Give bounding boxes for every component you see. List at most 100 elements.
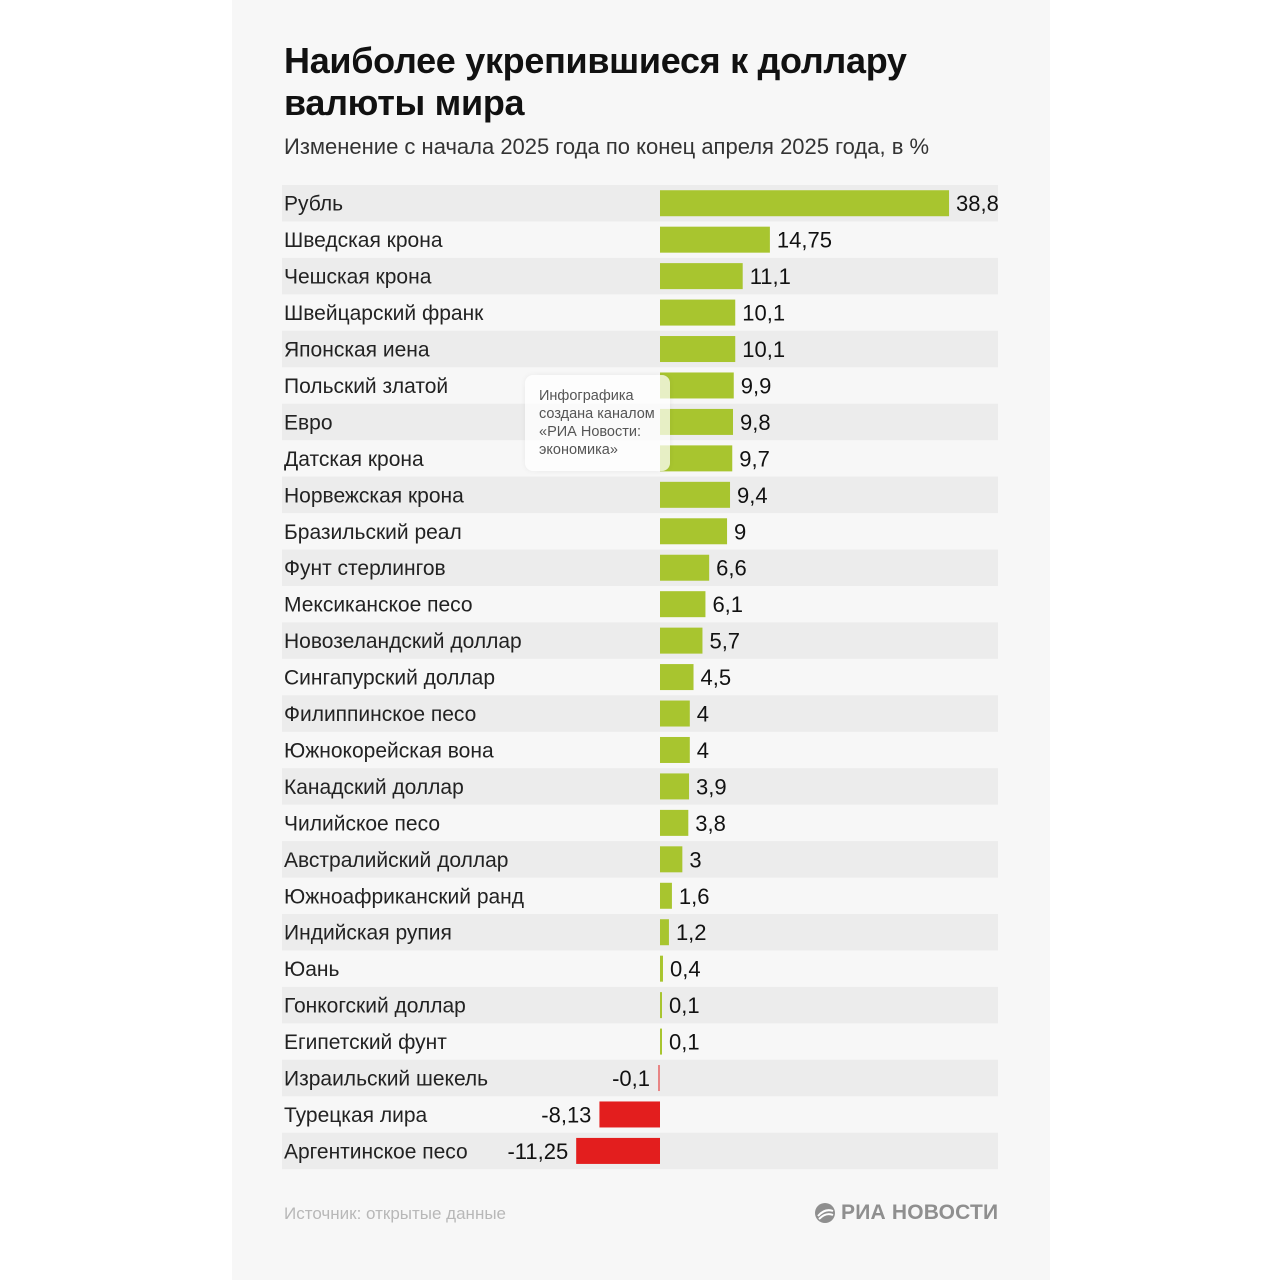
watermark-line: «РИА Новости:: [539, 424, 642, 440]
value-label: 0,1: [669, 993, 700, 1018]
category-label: Аргентинское песо: [284, 1140, 468, 1163]
category-label: Рубль: [284, 193, 343, 216]
value-label: 38,8: [956, 191, 999, 216]
value-label: 1,6: [679, 884, 710, 909]
bar: [660, 408, 734, 435]
row-stripe: [282, 257, 998, 295]
bar: [660, 846, 683, 873]
category-label: Индийская рупия: [284, 922, 452, 945]
category-label: Израильский шекель: [284, 1068, 488, 1091]
bar: [660, 336, 736, 363]
bar: [576, 1137, 660, 1164]
source-note: Источник: открытые данные: [284, 1204, 507, 1223]
bar: [660, 882, 672, 909]
logo-text: РИА НОВОСТИ: [841, 1201, 999, 1224]
ria-novosti-logo: РИА НОВОСТИ: [814, 1201, 998, 1225]
category-label: Гонкогский доллар: [284, 995, 466, 1018]
row-stripe: [282, 986, 998, 1024]
row-stripe: [282, 914, 998, 951]
category-label: Шведская крона: [284, 229, 443, 252]
watermark-line: экономика»: [539, 442, 618, 458]
ria-novosti-logo-icon: [815, 1203, 835, 1223]
value-label: -8,13: [541, 1102, 591, 1127]
category-label: Австралийский доллар: [284, 849, 508, 872]
category-label: Южноафриканский ранд: [284, 885, 524, 908]
bar: [660, 773, 690, 800]
row-stripe: [282, 768, 998, 805]
value-label: 10,1: [742, 301, 785, 326]
value-label: 3,8: [695, 811, 726, 836]
category-label: Польский златой: [284, 375, 448, 398]
bar: [660, 992, 662, 1019]
value-label: -0,1: [612, 1066, 650, 1091]
row-stripe: [282, 841, 998, 878]
value-label: 4,5: [701, 665, 732, 690]
bar: [660, 700, 690, 727]
category-label: Фунт стерлингов: [284, 557, 446, 580]
bar: [660, 299, 736, 326]
row-stripe: [282, 1059, 998, 1097]
value-label: 5,7: [709, 629, 740, 654]
value-label: 4: [697, 702, 709, 727]
value-label: 9,8: [740, 410, 771, 435]
bar: [660, 1028, 662, 1055]
watermark-badge: Инфографика создана каналом «РИА Новости…: [525, 375, 670, 471]
watermark-line: Инфографика: [539, 388, 634, 404]
bar: [660, 372, 734, 399]
category-label: Швейцарский франк: [284, 302, 484, 325]
watermark-line: создана каналом: [539, 406, 655, 422]
value-label: 3,9: [696, 774, 727, 799]
value-label: -11,25: [507, 1139, 568, 1164]
bar: [660, 518, 728, 545]
chart-title: Наиболее укрепившиеся к доллару валюты м…: [284, 40, 907, 123]
category-label: Чешская крона: [284, 266, 432, 289]
category-label: Канадский доллар: [284, 776, 464, 799]
bar: [660, 736, 690, 763]
value-label: 1,2: [676, 920, 707, 945]
category-label: Новозеландский доллар: [284, 630, 522, 653]
value-label: 14,75: [777, 228, 832, 253]
bar: [660, 809, 689, 836]
row-stripe: [282, 330, 998, 368]
bar: [660, 481, 731, 508]
value-label: 6,1: [712, 592, 743, 617]
value-label: 9,4: [737, 483, 768, 508]
value-label: 0,4: [670, 957, 701, 982]
value-label: 4: [697, 738, 709, 763]
value-label: 11,1: [750, 264, 791, 289]
value-label: 9,9: [741, 373, 772, 398]
value-label: 6,6: [716, 556, 747, 581]
category-label: Южнокорейская вона: [284, 739, 494, 762]
bar: [660, 919, 669, 946]
row-stripe: [282, 622, 998, 659]
category-label: Турецкая лира: [284, 1104, 427, 1127]
value-label: 9: [734, 519, 746, 544]
category-label: Норвежская крона: [284, 484, 464, 507]
value-label: 10,1: [742, 337, 785, 362]
bar: [660, 664, 694, 691]
bar: [660, 627, 703, 654]
category-label: Датская крона: [284, 448, 424, 471]
bar: [660, 955, 663, 982]
category-label: Японская иена: [284, 339, 430, 362]
chart-subtitle: Изменение с начала 2025 года по конец ап…: [284, 134, 930, 159]
value-label: 9,7: [739, 446, 770, 471]
row-stripe: [282, 695, 998, 732]
category-label: Евро: [284, 411, 333, 434]
category-label: Чилийское песо: [284, 812, 440, 835]
category-label: Юань: [284, 958, 339, 981]
row-stripe: [282, 549, 998, 586]
bar: [660, 554, 710, 581]
value-label: 0,1: [669, 1030, 700, 1055]
value-label: 3: [689, 847, 701, 872]
bar: [658, 1065, 660, 1092]
bar: [660, 591, 706, 618]
category-label: Бразильский реал: [284, 521, 462, 544]
bar: [660, 190, 950, 217]
bar: [660, 226, 770, 253]
category-label: Филиппинское песо: [284, 703, 476, 726]
bar: [599, 1101, 660, 1128]
category-label: Мексиканское песо: [284, 594, 473, 617]
category-label: Египетский фунт: [284, 1031, 447, 1054]
